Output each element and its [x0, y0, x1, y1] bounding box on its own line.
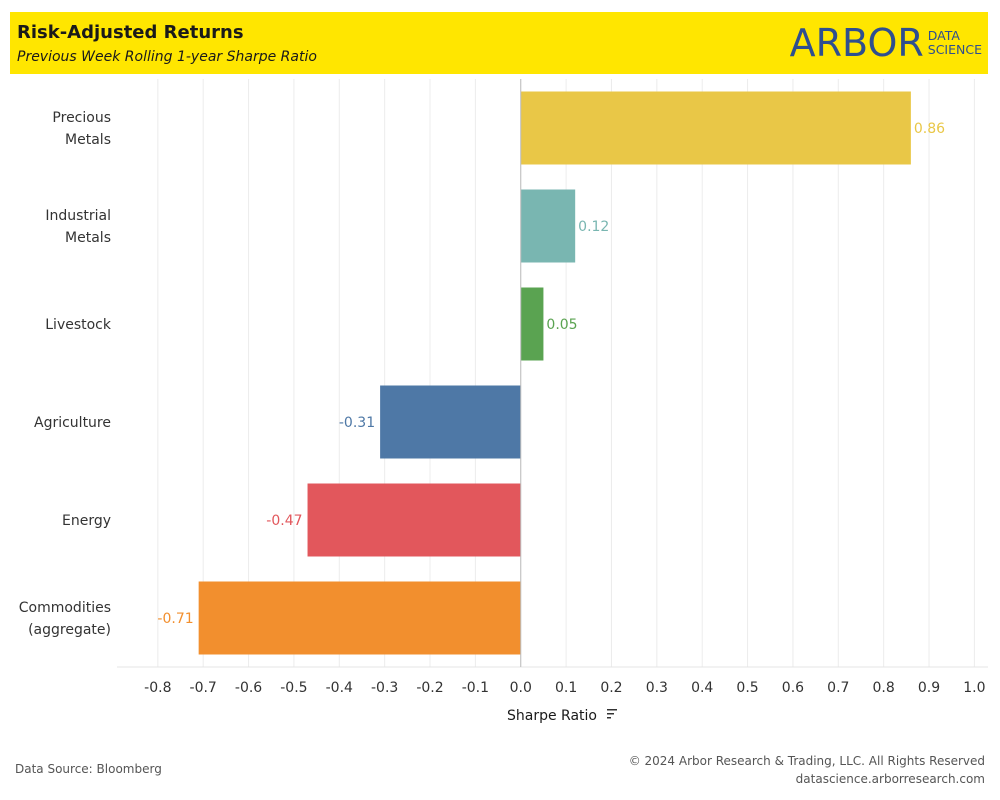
- sort-descending-icon[interactable]: [607, 709, 617, 719]
- bar-value-label: -0.47: [266, 513, 302, 529]
- x-tick-label: -0.5: [280, 680, 307, 696]
- x-tick-label: 0.4: [691, 680, 713, 696]
- x-tick-label: -0.8: [144, 680, 171, 696]
- x-tick-label: -0.2: [416, 680, 443, 696]
- logo-line-2: SCIENCE: [927, 42, 982, 57]
- x-tick-label: 0.2: [600, 680, 622, 696]
- category-label: Livestock: [45, 317, 112, 333]
- category-label: Precious: [52, 110, 111, 126]
- copyright-text: © 2024 Arbor Research & Trading, LLC. Al…: [628, 754, 985, 768]
- x-tick-label: 1.0: [963, 680, 985, 696]
- category-label: Metals: [65, 132, 111, 148]
- category-label: (aggregate): [28, 622, 111, 638]
- x-tick-label: -0.1: [462, 680, 489, 696]
- footer-credits: © 2024 Arbor Research & Trading, LLC. Al…: [629, 752, 985, 788]
- bar: [520, 91, 911, 165]
- x-tick-label: 0.7: [827, 680, 849, 696]
- x-tick-label: 0.3: [646, 680, 668, 696]
- logo-subtext: DATA SCIENCE: [928, 29, 982, 57]
- category-label: Commodities: [19, 600, 111, 616]
- bar: [198, 581, 521, 655]
- x-tick-label: 0.5: [736, 680, 758, 696]
- x-tick-label: -0.7: [190, 680, 217, 696]
- logo-word: ARBOR: [789, 21, 924, 65]
- logo-line-1: DATA: [927, 28, 960, 43]
- category-label: Agriculture: [34, 415, 111, 431]
- data-source: Data Source: Bloomberg: [15, 762, 162, 776]
- x-tick-label: 0.1: [555, 680, 577, 696]
- bar-value-label: -0.31: [339, 415, 375, 431]
- x-tick-label: -0.3: [371, 680, 398, 696]
- bar: [307, 483, 521, 557]
- sort-icon-stroke: [607, 713, 614, 715]
- chart-subtitle: Previous Week Rolling 1-year Sharpe Rati…: [17, 49, 317, 65]
- sort-icon-stroke: [607, 717, 611, 719]
- x-tick-label: -0.4: [326, 680, 353, 696]
- category-label: Energy: [62, 513, 111, 529]
- website-link[interactable]: datascience.arborresearch.com: [795, 772, 985, 786]
- bar: [380, 385, 521, 459]
- x-tick-label: -0.6: [235, 680, 262, 696]
- x-axis-title: Sharpe Ratio: [507, 708, 597, 724]
- category-label: Industrial: [45, 208, 111, 224]
- bar-value-label: -0.71: [157, 611, 193, 627]
- sharpe-ratio-bar-chart: -0.8 -0.7 -0.6 -0.5 -0.4 -0.3 -0.2 -0.1 0.0 0.1 0.…: [19, 79, 988, 724]
- chart-title: Risk-Adjusted Returns: [17, 22, 244, 43]
- bar: [520, 189, 576, 263]
- x-tick-label: 0.0: [510, 680, 532, 696]
- bar: [520, 287, 544, 361]
- arbor-logo: ARBOR DATA SCIENCE: [790, 20, 982, 66]
- bar-value-label: 0.12: [578, 219, 609, 235]
- x-tick-label: 0.9: [918, 680, 940, 696]
- header-banner: Risk-Adjusted Returns Previous Week Roll…: [10, 12, 988, 74]
- x-tick-label: 0.8: [873, 680, 895, 696]
- bar-value-label: 0.05: [546, 317, 577, 333]
- x-tick-label: 0.6: [782, 680, 804, 696]
- bar-value-label: 0.86: [914, 121, 945, 137]
- sort-icon-stroke: [607, 709, 617, 711]
- category-label: Metals: [65, 230, 111, 246]
